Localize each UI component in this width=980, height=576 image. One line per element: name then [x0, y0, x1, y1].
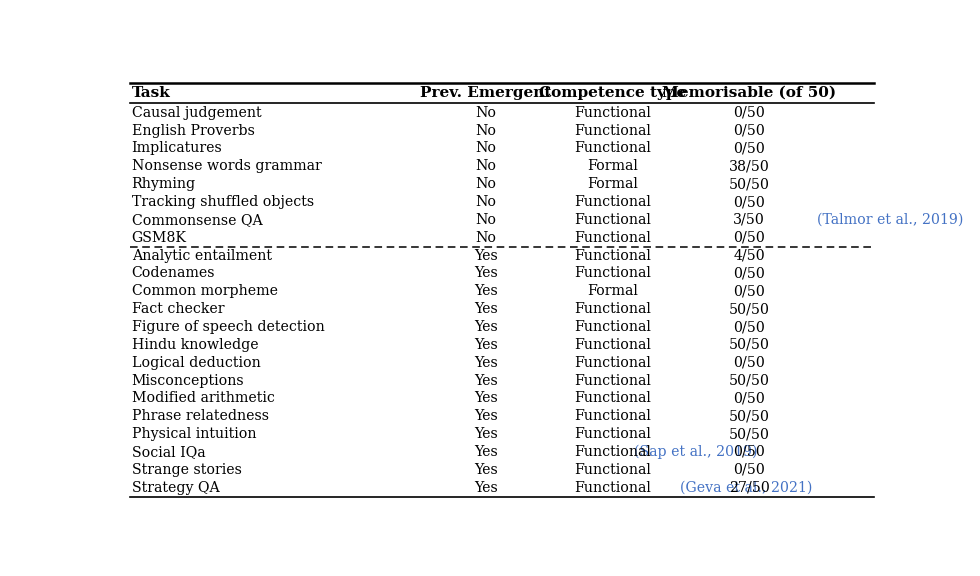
Text: Nonsense words grammar: Nonsense words grammar: [131, 160, 321, 173]
Text: No: No: [475, 177, 496, 191]
Text: No: No: [475, 195, 496, 209]
Text: Yes: Yes: [473, 427, 498, 441]
Text: Yes: Yes: [473, 338, 498, 352]
Text: Yes: Yes: [473, 320, 498, 334]
Text: Functional: Functional: [574, 427, 651, 441]
Text: Functional: Functional: [574, 338, 651, 352]
Text: 0/50: 0/50: [733, 142, 765, 156]
Text: Implicatures: Implicatures: [131, 142, 222, 156]
Text: 0/50: 0/50: [733, 106, 765, 120]
Text: 50/50: 50/50: [728, 302, 769, 316]
Text: Logical deduction: Logical deduction: [131, 356, 261, 370]
Text: Yes: Yes: [473, 463, 498, 477]
Text: Formal: Formal: [587, 177, 638, 191]
Text: 50/50: 50/50: [728, 427, 769, 441]
Text: Yes: Yes: [473, 445, 498, 459]
Text: Strange stories: Strange stories: [131, 463, 241, 477]
Text: Functional: Functional: [574, 374, 651, 388]
Text: 50/50: 50/50: [728, 374, 769, 388]
Text: English Proverbs: English Proverbs: [131, 124, 255, 138]
Text: Yes: Yes: [473, 267, 498, 281]
Text: Codenames: Codenames: [131, 267, 216, 281]
Text: (Geva et al., 2021): (Geva et al., 2021): [680, 481, 812, 495]
Text: Yes: Yes: [473, 302, 498, 316]
Text: Functional: Functional: [574, 249, 651, 263]
Text: No: No: [475, 142, 496, 156]
Text: 3/50: 3/50: [733, 213, 765, 227]
Text: 0/50: 0/50: [733, 231, 765, 245]
Text: 50/50: 50/50: [728, 338, 769, 352]
Text: Functional: Functional: [574, 195, 651, 209]
Text: Functional: Functional: [574, 106, 651, 120]
Text: Yes: Yes: [473, 356, 498, 370]
Text: Prev. Emergent: Prev. Emergent: [419, 86, 551, 100]
Text: No: No: [475, 160, 496, 173]
Text: Yes: Yes: [473, 249, 498, 263]
Text: Functional: Functional: [574, 142, 651, 156]
Text: Yes: Yes: [473, 285, 498, 298]
Text: Formal: Formal: [587, 160, 638, 173]
Text: Social IQa: Social IQa: [131, 445, 210, 459]
Text: 4/50: 4/50: [733, 249, 765, 263]
Text: Rhyming: Rhyming: [131, 177, 196, 191]
Text: GSM8K: GSM8K: [131, 231, 186, 245]
Text: Functional: Functional: [574, 231, 651, 245]
Text: Functional: Functional: [574, 267, 651, 281]
Text: 0/50: 0/50: [733, 285, 765, 298]
Text: 0/50: 0/50: [733, 445, 765, 459]
Text: Yes: Yes: [473, 410, 498, 423]
Text: Memorisable (of 50): Memorisable (of 50): [662, 86, 836, 100]
Text: Commonsense QA: Commonsense QA: [131, 213, 267, 227]
Text: Yes: Yes: [473, 481, 498, 495]
Text: (Sap et al., 2019): (Sap et al., 2019): [634, 445, 758, 459]
Text: Functional: Functional: [574, 213, 651, 227]
Text: Competence type: Competence type: [539, 86, 686, 100]
Text: Functional: Functional: [574, 481, 651, 495]
Text: Functional: Functional: [574, 463, 651, 477]
Text: 0/50: 0/50: [733, 267, 765, 281]
Text: Functional: Functional: [574, 410, 651, 423]
Text: Phrase relatedness: Phrase relatedness: [131, 410, 269, 423]
Text: 0/50: 0/50: [733, 320, 765, 334]
Text: Common morpheme: Common morpheme: [131, 285, 277, 298]
Text: Fact checker: Fact checker: [131, 302, 224, 316]
Text: No: No: [475, 106, 496, 120]
Text: Tracking shuffled objects: Tracking shuffled objects: [131, 195, 314, 209]
Text: Misconceptions: Misconceptions: [131, 374, 244, 388]
Text: Functional: Functional: [574, 124, 651, 138]
Text: Analytic entailment: Analytic entailment: [131, 249, 271, 263]
Text: 50/50: 50/50: [728, 177, 769, 191]
Text: Strategy QA: Strategy QA: [131, 481, 223, 495]
Text: 0/50: 0/50: [733, 195, 765, 209]
Text: (Talmor et al., 2019): (Talmor et al., 2019): [817, 213, 963, 227]
Text: Causal judgement: Causal judgement: [131, 106, 262, 120]
Text: Formal: Formal: [587, 285, 638, 298]
Text: Yes: Yes: [473, 374, 498, 388]
Text: 0/50: 0/50: [733, 463, 765, 477]
Text: Functional: Functional: [574, 356, 651, 370]
Text: Modified arithmetic: Modified arithmetic: [131, 392, 274, 406]
Text: No: No: [475, 124, 496, 138]
Text: 50/50: 50/50: [728, 410, 769, 423]
Text: Task: Task: [131, 86, 171, 100]
Text: Functional: Functional: [574, 320, 651, 334]
Text: 38/50: 38/50: [729, 160, 769, 173]
Text: Figure of speech detection: Figure of speech detection: [131, 320, 324, 334]
Text: Functional: Functional: [574, 302, 651, 316]
Text: 27/50: 27/50: [729, 481, 769, 495]
Text: Functional: Functional: [574, 392, 651, 406]
Text: Functional: Functional: [574, 445, 651, 459]
Text: Physical intuition: Physical intuition: [131, 427, 256, 441]
Text: 0/50: 0/50: [733, 124, 765, 138]
Text: Hindu knowledge: Hindu knowledge: [131, 338, 259, 352]
Text: No: No: [475, 231, 496, 245]
Text: 0/50: 0/50: [733, 356, 765, 370]
Text: No: No: [475, 213, 496, 227]
Text: Yes: Yes: [473, 392, 498, 406]
Text: 0/50: 0/50: [733, 392, 765, 406]
